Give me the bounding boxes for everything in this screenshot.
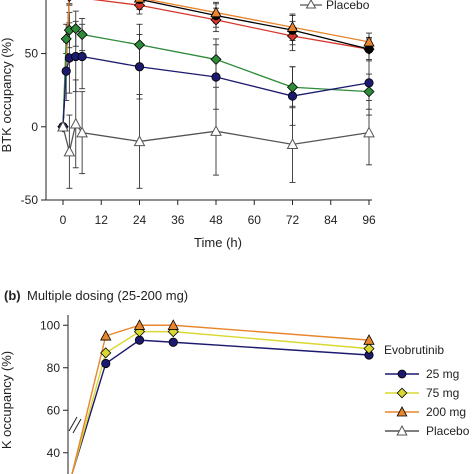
panel-b-ylabel: K occupancy (%) (0, 351, 14, 449)
panel-a-series-2-point (363, 35, 375, 47)
panel-a-series-4-point (287, 91, 298, 101)
panel-a-axes: 0 12 24 36 48 60 72 84 96 -50 0 50 (21, 0, 376, 227)
panel-a-series-5-point (363, 126, 375, 138)
panel-b-axis-break-mark (72, 418, 82, 434)
panel-b-data-points (100, 319, 375, 369)
panel-a-series-2-point (133, 0, 146, 3)
panel-a-series-0-point (67, 0, 72, 3)
panel-a-series-4-point (61, 66, 71, 76)
panel-a-series-5-point (210, 124, 222, 136)
panel-a-series-4-point (134, 62, 145, 72)
panel-b-axis-break-mark (68, 416, 78, 432)
panel-b-series-2-point (363, 334, 375, 345)
panel-b-y-tick-label: 100 (40, 318, 60, 332)
panel-a-x-tick-label: 84 (324, 213, 338, 227)
panel-a-chart: BTK occupancy (%) Time (h) 0 12 24 36 48 60 72… (0, 0, 376, 250)
panel-b-y-tick-label: 80 (47, 361, 61, 375)
panel-b-series-0-line (71, 339, 370, 474)
legend-2-label: 200 mg (426, 405, 466, 419)
legend-2-marker (396, 406, 408, 417)
panel-a-series-2-point (210, 6, 222, 18)
legend-3-marker (396, 424, 408, 436)
panel-a-series-3-point (133, 39, 146, 51)
panel-a-data-points (57, 0, 375, 157)
panel-b-label: (b) (4, 288, 21, 303)
panel-a-series-2-line (62, 0, 370, 127)
panel-a-series-4-point (364, 78, 374, 88)
panel-a-series-5-point (57, 120, 69, 132)
legend-1-label: 75 mg (426, 386, 459, 400)
panel-b-series-1-point (100, 347, 112, 359)
panel-b-series-1-point (363, 343, 375, 355)
panel-a-series-5-point (76, 126, 88, 138)
panel-b-axes: 40 60 80 100 (40, 315, 82, 474)
panel-a-x-tick-label: 0 (60, 213, 67, 227)
panel-b-series-0-point (168, 337, 178, 347)
panel-a-series-5-point (63, 145, 76, 157)
legend-0-marker (397, 369, 407, 379)
panel-b-series-2-point (167, 319, 179, 330)
panel-b-series-0-point (101, 358, 111, 369)
panel-a-y-tick-label: 0 (31, 120, 38, 134)
panel-a-legend: Placebo (300, 0, 370, 12)
panel-b-series-2-point (100, 329, 112, 341)
legend-0-label: 25 mg (426, 367, 459, 381)
panel-a-x-tick-label: 60 (248, 213, 262, 227)
legend-placebo-label: Placebo (326, 0, 370, 12)
panel-b-series-lines (71, 324, 370, 474)
panel-a-series-5-line (62, 122, 370, 152)
panel-a-series-5-point (69, 117, 82, 129)
panel-b-title: Multiple dosing (25-200 mg) (27, 288, 188, 303)
panel-b-legend: Evobrutinib 25 mg 75 mg 200 mg Placebo (384, 343, 470, 438)
panel-b-chart: (b) Multiple dosing (25-200 mg) K occupa… (0, 288, 470, 474)
panel-b-series-2-point (133, 319, 146, 330)
panel-a-series-2-point (286, 21, 299, 32)
panel-a-x-tick-label: 24 (133, 213, 147, 227)
legend-placebo-marker (305, 0, 317, 9)
panel-a-series-5-point (286, 138, 299, 150)
panel-a-error-bars (63, 0, 372, 189)
panel-a-y-tick-label: -50 (21, 193, 39, 207)
panel-a-series-3-point (60, 33, 72, 45)
panel-a-x-tick-label: 12 (95, 213, 109, 227)
panel-b-series-2-line (71, 324, 370, 474)
panel-a-series-3-point (70, 23, 82, 35)
panel-a-series-3-point (286, 81, 299, 93)
panel-a-x-tick-label: 72 (286, 213, 300, 227)
panel-a-series-3-point (363, 86, 375, 98)
panel-a-y-tick-label: 50 (25, 47, 39, 61)
panel-a-series-4-point (77, 51, 87, 62)
panel-a-x-tick-label: 48 (209, 213, 223, 227)
legend-title: Evobrutinib (384, 343, 444, 357)
panel-a-x-tick-label: 36 (171, 213, 185, 227)
panel-b-series-1-line (71, 330, 370, 474)
panel-b-y-tick-label: 40 (47, 446, 61, 460)
panel-a-series-3-point (76, 28, 88, 41)
panel-a-xlabel: Time (h) (194, 235, 242, 250)
panel-a-ylabel: BTK occupancy (%) (0, 38, 14, 153)
panel-a-series-3-point (210, 53, 222, 65)
panel-a-series-5-point (133, 135, 146, 147)
legend-1-marker (396, 387, 408, 399)
panel-a-series-4-point (211, 72, 221, 82)
panel-b-y-tick-label: 60 (47, 403, 61, 417)
panel-a-x-tick-label: 96 (362, 213, 376, 227)
legend-3-label: Placebo (426, 424, 470, 438)
